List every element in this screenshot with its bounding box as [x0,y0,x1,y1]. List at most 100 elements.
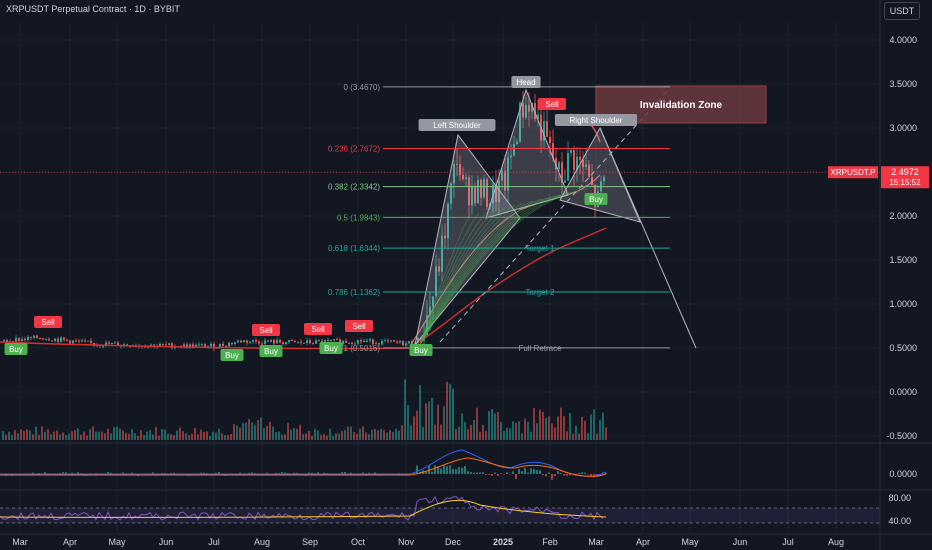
candle-body [51,340,53,342]
macd-histogram-bar [446,466,448,474]
candle-body [315,340,317,344]
volume-bar [320,434,322,440]
candle-body [564,180,566,183]
time-axis-label: Dec [445,537,462,547]
volume-bar [209,435,211,440]
volume-bar [356,433,358,440]
candle-body [54,338,56,342]
volume-bar [80,434,82,440]
candle-body [372,339,374,345]
macd-histogram-bar [107,472,109,474]
candle-body [69,340,71,344]
candle-body [318,340,320,342]
volume-bar [254,425,256,440]
macd-histogram-bar [536,469,538,474]
candle-body [126,344,128,346]
fib-label: 0 (3.4670) [344,83,381,92]
candle-body [420,337,422,341]
candle-body [441,235,443,272]
head-label-bg [511,76,541,88]
projection-line [599,127,697,349]
candle-body [144,346,146,348]
volume-bar [455,428,457,440]
volume-bar [269,422,271,440]
volume-bar [182,431,184,440]
price-axis-label: 1.0000 [889,299,917,309]
candle-body [225,345,227,347]
volume-bar [152,434,154,440]
sell-signal [304,323,332,335]
candle-body [60,337,62,342]
macd-histogram-bar [350,472,352,474]
time-axis-label: Mar [588,537,604,547]
head-label: Head [516,78,535,87]
macd-histogram-bar [428,465,430,474]
volume-bar [68,433,70,440]
candle-body [567,152,569,181]
ribbon-line [419,200,534,346]
candle-body [345,340,347,343]
volume-bar [386,432,388,440]
candle-body [291,340,293,342]
macd-histogram-bar [284,472,286,474]
candle-body [513,144,515,156]
right-shoulder-label-bg [554,114,638,126]
macd-histogram-bar [485,474,487,475]
time-axis-label: Apr [636,537,650,547]
price-axis-label: 3.0000 [889,123,917,133]
time-axis-label: May [108,537,126,547]
candle-body [435,266,437,297]
volume-bar [83,431,85,440]
target2-label: Target 2 [526,288,555,297]
candle-body [66,339,68,341]
volume-bar [482,424,484,440]
macd-histogram-bar [494,472,496,474]
volume-bar [431,397,433,440]
price-axis-label: -0.5000 [886,431,917,441]
volume-bar [86,435,88,440]
candle-body [378,343,380,345]
volume-bar [488,411,490,440]
candle-body [114,342,116,344]
volume-bar [206,431,208,440]
volume-bar [311,435,313,440]
candle-body [183,344,185,347]
volume-bar [113,427,115,440]
macd-histogram-bar [605,473,607,474]
last-price-symbol: XRPUSDT.P [831,168,876,177]
candle-body [528,104,530,112]
macd-histogram-bar [200,472,202,474]
candle-body [171,343,173,349]
currency-button[interactable]: USDT [884,2,920,20]
volume-bar [500,421,502,440]
candle-body [78,340,80,342]
candle-body [159,343,161,346]
volume-bar [389,430,391,440]
macd-histogram-bar [440,468,442,474]
candle-body [501,170,503,181]
volume-bar [581,416,583,440]
macd-histogram-bar [368,472,370,474]
candle-body [237,340,239,343]
macd-pane [0,449,607,480]
volume-bar [419,385,421,440]
candle-body [432,296,434,307]
candle-body [549,136,551,144]
candle-body [516,141,518,145]
volume-bar [122,430,124,440]
candle-body [195,344,197,348]
sell-signal-text: Sell [352,322,366,331]
candle-body [324,340,326,344]
candle-body [105,342,107,346]
volume-bar [56,430,58,440]
price-axis-label: 1.5000 [889,255,917,265]
candle-body [474,186,476,204]
candle-body [108,342,110,344]
macd-histogram-bar [461,467,463,474]
candle-body [390,340,392,342]
candle-body [573,149,575,171]
candle-body [591,176,593,185]
macd-histogram-bar [473,472,475,474]
